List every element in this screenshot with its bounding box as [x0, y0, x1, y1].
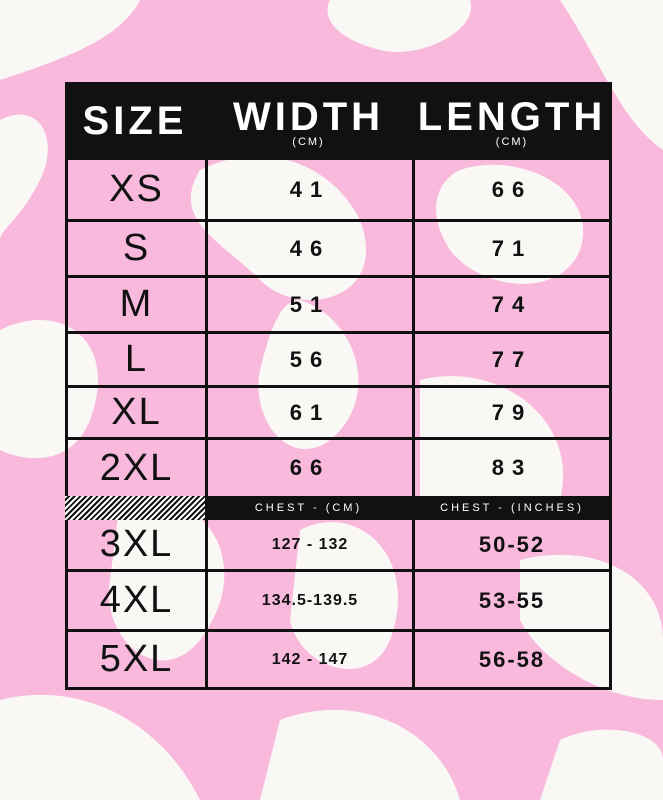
table-row: XS 41 66: [65, 160, 612, 222]
width-cell: 41: [208, 160, 415, 219]
hatched-cell: [65, 496, 205, 520]
length-cell: 77: [491, 346, 533, 372]
chest-inches-cell: 53-55: [478, 587, 546, 613]
chest-inches-cell: 56-58: [478, 646, 546, 672]
table-row: 3XL 127 - 132 50-52: [65, 520, 612, 572]
header-length-unit: (CM): [495, 135, 529, 148]
length-cell: 83: [491, 455, 533, 480]
header-width: WIDTH (CM): [205, 82, 412, 160]
header-width-unit: (CM): [292, 135, 325, 148]
size-cell: S: [68, 222, 208, 275]
header-size: SIZE: [65, 82, 205, 160]
table-row: XL 61 79: [65, 388, 612, 440]
size-cell: 4XL: [68, 572, 208, 629]
size-cell: L: [68, 334, 208, 385]
size-cell: XL: [68, 388, 208, 437]
table-row: 2XL 66 83: [65, 440, 612, 496]
table-row: M 51 74: [65, 278, 612, 334]
width-cell: 61: [208, 388, 415, 437]
size-cell: M: [68, 278, 208, 331]
chest-cm-cell: 134.5-139.5: [208, 572, 415, 629]
header-length: LENGTH (CM): [412, 82, 612, 160]
chest-inches-header: CHEST - (INCHES): [440, 502, 584, 514]
table-header: SIZE WIDTH (CM) LENGTH (CM): [65, 82, 612, 160]
header-width-label: WIDTH: [232, 94, 385, 139]
size-cell: 2XL: [68, 440, 208, 496]
length-cell: 79: [491, 399, 533, 425]
chest-cm-cell: 127 - 132: [208, 520, 415, 569]
length-cell: 66: [491, 176, 533, 202]
width-cell: 51: [208, 278, 415, 331]
size-cell: XS: [68, 160, 208, 219]
length-cell: 71: [491, 235, 533, 261]
chest-header: CHEST - (CM) CHEST - (INCHES): [65, 496, 612, 520]
table-row: 5XL 142 - 147 56-58: [65, 632, 612, 690]
table-row: L 56 77: [65, 334, 612, 388]
chest-cm-cell: 142 - 147: [208, 632, 415, 687]
width-cell: 46: [208, 222, 415, 275]
header-length-label: LENGTH: [417, 94, 607, 139]
width-cell: 56: [208, 334, 415, 385]
chest-inches-cell: 50-52: [478, 531, 546, 557]
width-cell: 66: [208, 440, 415, 496]
table-row: S 46 71: [65, 222, 612, 278]
length-cell: 74: [491, 291, 533, 317]
chest-cm-header: CHEST - (CM): [254, 502, 363, 514]
size-cell: 5XL: [68, 632, 208, 687]
header-size-label: SIZE: [82, 98, 188, 143]
table-row: 4XL 134.5-139.5 53-55: [65, 572, 612, 632]
size-cell: 3XL: [68, 520, 208, 569]
size-chart-table: SIZE WIDTH (CM) LENGTH (CM) XS 41 66 S 46 71 M…: [65, 82, 612, 690]
